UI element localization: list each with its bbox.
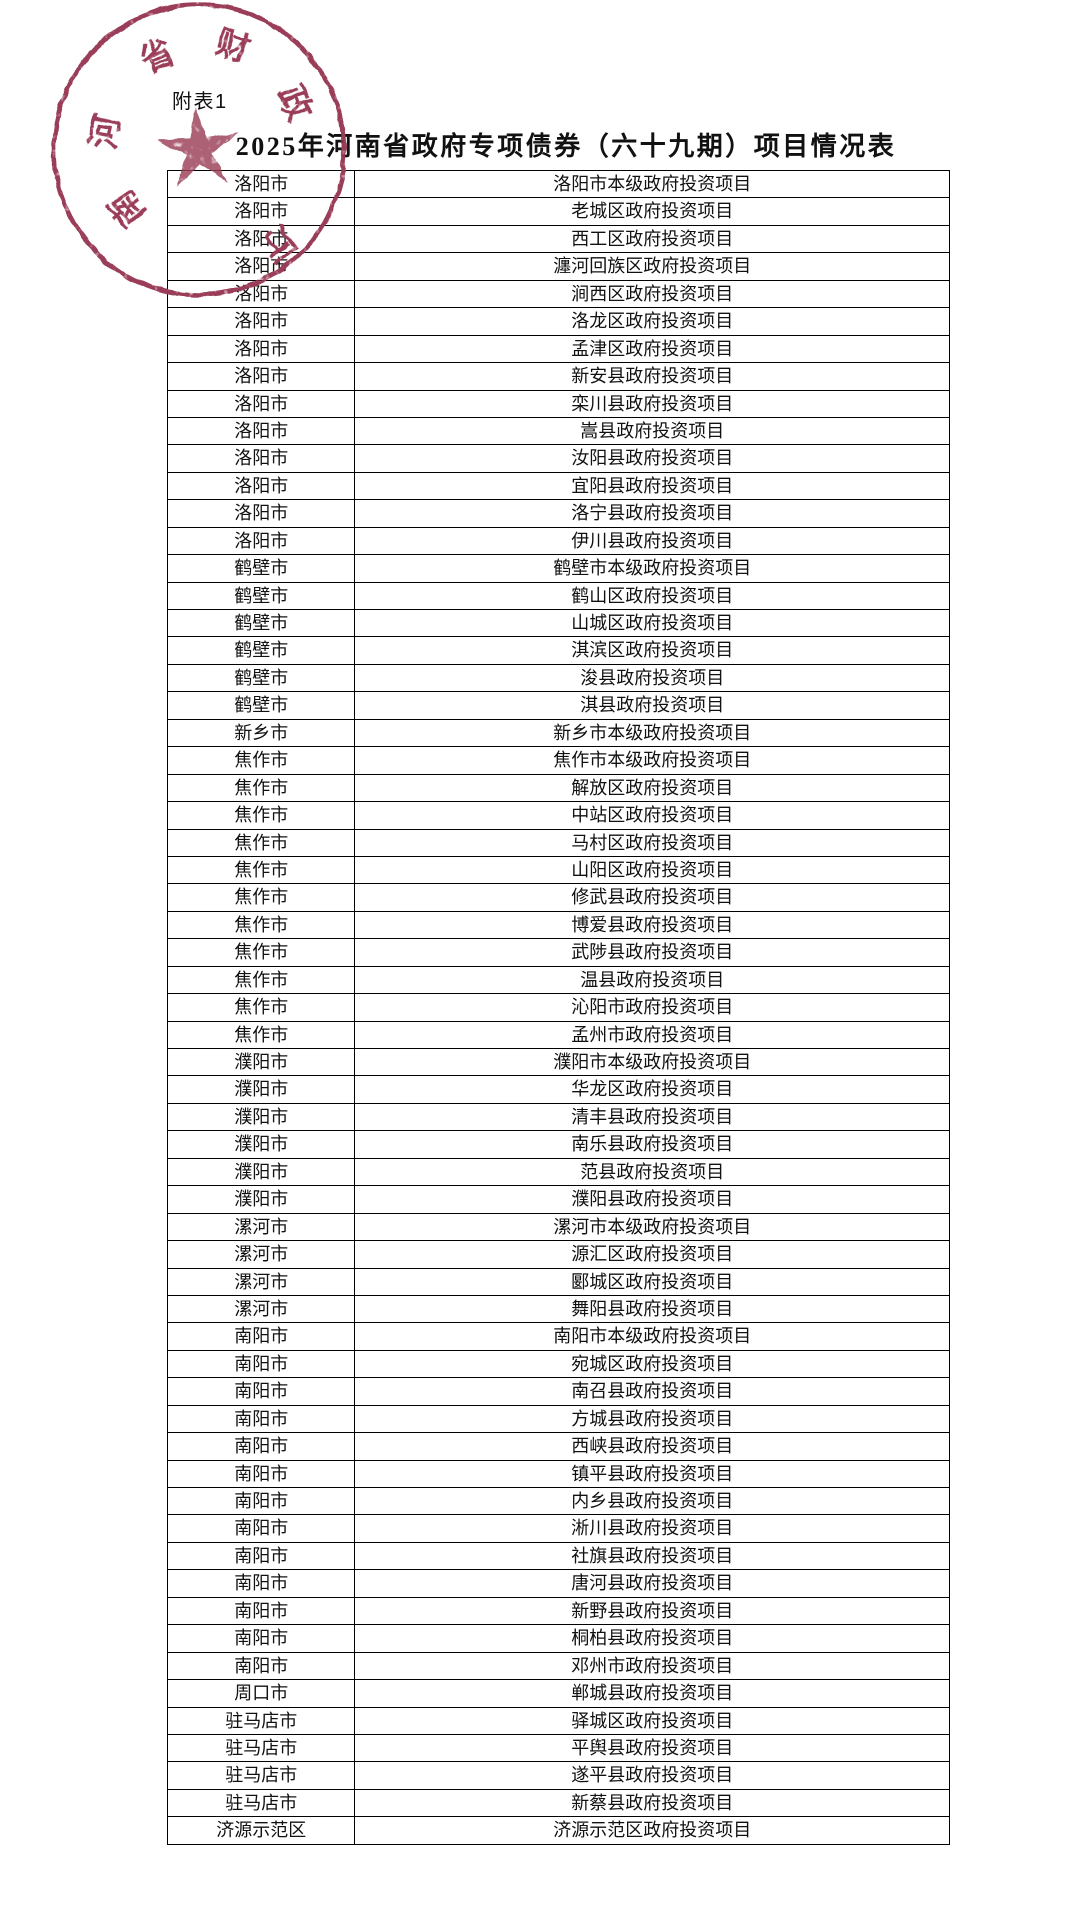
svg-text:南: 南: [102, 183, 153, 233]
svg-text:河: 河: [84, 112, 128, 153]
svg-text:省: 省: [134, 32, 181, 81]
svg-text:财: 财: [211, 23, 255, 70]
svg-text:政: 政: [270, 80, 319, 127]
